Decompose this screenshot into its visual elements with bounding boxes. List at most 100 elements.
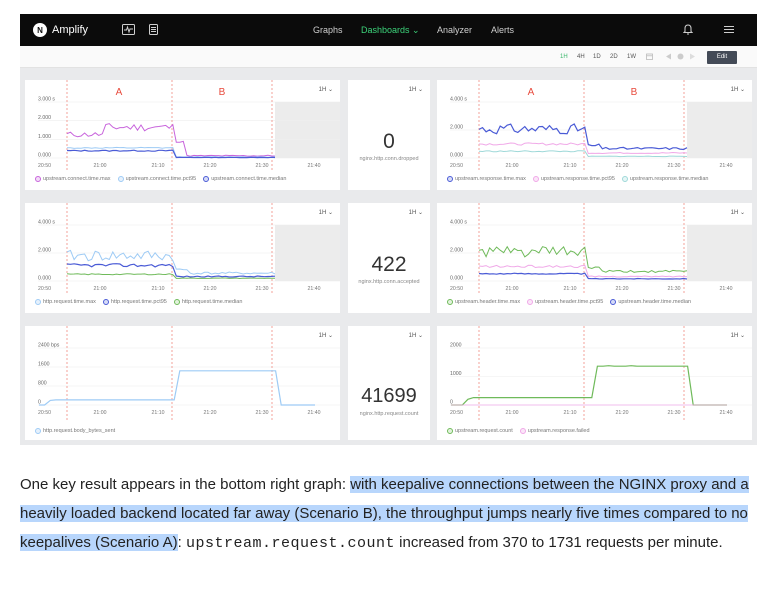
x-tick-label: 20:50 (38, 410, 51, 416)
range-select[interactable]: 1H ⌄ (409, 332, 423, 339)
pause-circle-icon[interactable] (677, 53, 684, 60)
x-tick-label: 21:00 (506, 286, 519, 292)
legend-item[interactable]: upstream.connect.time.median (203, 176, 286, 182)
range-select-value: 1H (408, 333, 417, 339)
range-2d[interactable]: 2D (610, 54, 618, 60)
legend-label: upstream.connect.time.max (43, 176, 111, 182)
series-line (66, 149, 276, 159)
legend-item[interactable]: upstream.response.failed (519, 428, 590, 434)
x-tick-label: 21:20 (616, 163, 629, 169)
x-tick-label: 21:00 (94, 286, 107, 292)
panel-upstream-header-time: 4.000 s 2.000 0.000 20:50 21:00 21:10 21:20 21:… (437, 203, 752, 313)
legend-item[interactable]: upstream.header.time.median (610, 299, 691, 305)
menu-icon[interactable] (724, 24, 734, 35)
legend-label: http.request.time.median (181, 299, 243, 305)
chart-upstream-connect-time: 3.000 s 2.000 1.000 0.000 20:50 21:00 21:10 21:… (38, 80, 340, 170)
legend-item[interactable]: upstream.header.time.pct95 (527, 299, 603, 305)
series-line (478, 150, 688, 158)
legend-label: upstream.request.count (455, 428, 513, 434)
scenario-label-a: A (116, 87, 123, 98)
range-select[interactable]: 1H ⌄ (731, 86, 745, 93)
x-tick-label: 21:30 (668, 410, 681, 416)
legend-label: upstream.response.time.median (629, 176, 709, 182)
app-name: Amplify (52, 24, 89, 36)
range-select[interactable]: 1H ⌄ (731, 209, 745, 216)
range-1w[interactable]: 1W (627, 54, 636, 60)
caption-code: upstream.request.count (185, 535, 395, 552)
x-tick-label: 21:30 (668, 163, 681, 169)
series-line (66, 249, 276, 275)
x-tick-label: 21:10 (564, 286, 577, 292)
legend-item[interactable]: upstream.connect.time.max (35, 176, 111, 182)
range-select-value: 1H (408, 210, 417, 216)
legend-item[interactable]: http.request.time.median (173, 299, 243, 305)
chevron-down-icon: ⌄ (327, 210, 333, 216)
range-select[interactable]: 1H ⌄ (319, 332, 333, 339)
range-select-value: 1H (318, 210, 327, 216)
legend-item[interactable]: http.request.body_bytes_sent (35, 428, 115, 434)
legend-item[interactable]: upstream.response.time.max (447, 176, 526, 182)
legend-swatch (203, 176, 210, 182)
edit-button[interactable]: Edit (707, 51, 737, 64)
range-1h[interactable]: 1H (560, 54, 568, 60)
amplify-logo[interactable]: N Amplify (33, 23, 88, 37)
series-line (39, 370, 315, 406)
next-icon[interactable] (689, 53, 696, 60)
legend-item[interactable]: http.request.time.max (35, 299, 96, 305)
legend-item[interactable]: upstream.response.time.median (621, 176, 709, 182)
x-tick-label: 20:50 (450, 286, 463, 292)
chevron-down-icon: ⌄ (739, 210, 745, 216)
legend-label: upstream.response.time.pct95 (540, 176, 615, 182)
chart-http-body-bytes-sent: 2400 bps 1600 800 0 20:50 21:00 21:10 21:20 21:3… (38, 326, 340, 420)
x-tick-label: 21:20 (616, 286, 629, 292)
chart-upstream-request-count: 2000 1000 0 20:50 21:00 21:10 21:20 21:30 21:40 (450, 326, 752, 420)
chevron-down-icon: ⌄ (417, 210, 423, 216)
y-tick-label: 2.000 (38, 115, 51, 121)
panel-http-request-time: 4.000 s 2.000 0.000 20:50 21:00 21:10 21:20 21:… (25, 203, 340, 313)
legend-swatch (519, 428, 526, 434)
monitor-pulse-icon[interactable] (122, 24, 135, 35)
calendar-icon[interactable] (646, 53, 653, 60)
legend-swatch (447, 176, 453, 182)
chevron-down-icon: ⌄ (739, 87, 745, 93)
range-select[interactable]: 1H ⌄ (731, 332, 745, 339)
chevron-down-icon: ⌄ (327, 333, 333, 339)
x-tick-label: 21:30 (256, 410, 269, 416)
series-line (67, 146, 276, 158)
bell-icon[interactable] (683, 24, 693, 35)
y-tick-label: 2.000 (450, 125, 463, 131)
range-select-value: 1H (318, 87, 327, 93)
legend-item[interactable]: http.request.time.pct95 (102, 299, 167, 305)
legend-item[interactable]: upstream.request.count (447, 428, 513, 434)
previous-icon[interactable] (665, 53, 672, 60)
nav-alerts[interactable]: Alerts (491, 25, 515, 35)
legend: upstream.response.time.max upstream.resp… (447, 176, 708, 182)
range-select[interactable]: 1H ⌄ (409, 209, 423, 216)
range-select[interactable]: 1H ⌄ (319, 86, 333, 93)
legend-item[interactable]: upstream.response.time.pct95 (532, 176, 615, 182)
no-data-region (275, 102, 340, 158)
nav-analyzer[interactable]: Analyzer (437, 25, 473, 35)
legend-item[interactable]: upstream.connect.time.pct95 (117, 176, 196, 182)
series-line (478, 245, 688, 274)
nav-graphs[interactable]: Graphs (313, 25, 343, 35)
legend-item[interactable]: upstream.header.time.max (447, 299, 520, 305)
range-1d[interactable]: 1D (593, 54, 601, 60)
range-4h[interactable]: 4H (577, 54, 585, 60)
legend: http.request.body_bytes_sent (35, 428, 115, 434)
range-select[interactable]: 1H ⌄ (409, 86, 423, 93)
x-tick-label: 20:50 (38, 286, 51, 292)
chevron-down-icon: ⌄ (739, 333, 745, 339)
panel-http-body-bytes-sent: 2400 bps 1600 800 0 20:50 21:00 21:10 21:20 21:3… (25, 326, 340, 440)
range-select[interactable]: 1H ⌄ (319, 209, 333, 216)
y-tick-label: 2.000 (38, 248, 51, 254)
legend: upstream.connect.time.max upstream.conne… (35, 176, 286, 182)
chevron-down-icon: ⌄ (412, 25, 420, 35)
x-tick-label: 21:40 (720, 410, 733, 416)
x-tick-label: 21:00 (94, 163, 107, 169)
y-tick-label: 0 (450, 400, 453, 406)
x-tick-label: 21:30 (256, 163, 269, 169)
inventory-icon[interactable] (149, 24, 158, 35)
nav-dashboards[interactable]: Dashboards ⌄ (361, 25, 420, 36)
y-tick-label: 1600 (38, 362, 50, 368)
